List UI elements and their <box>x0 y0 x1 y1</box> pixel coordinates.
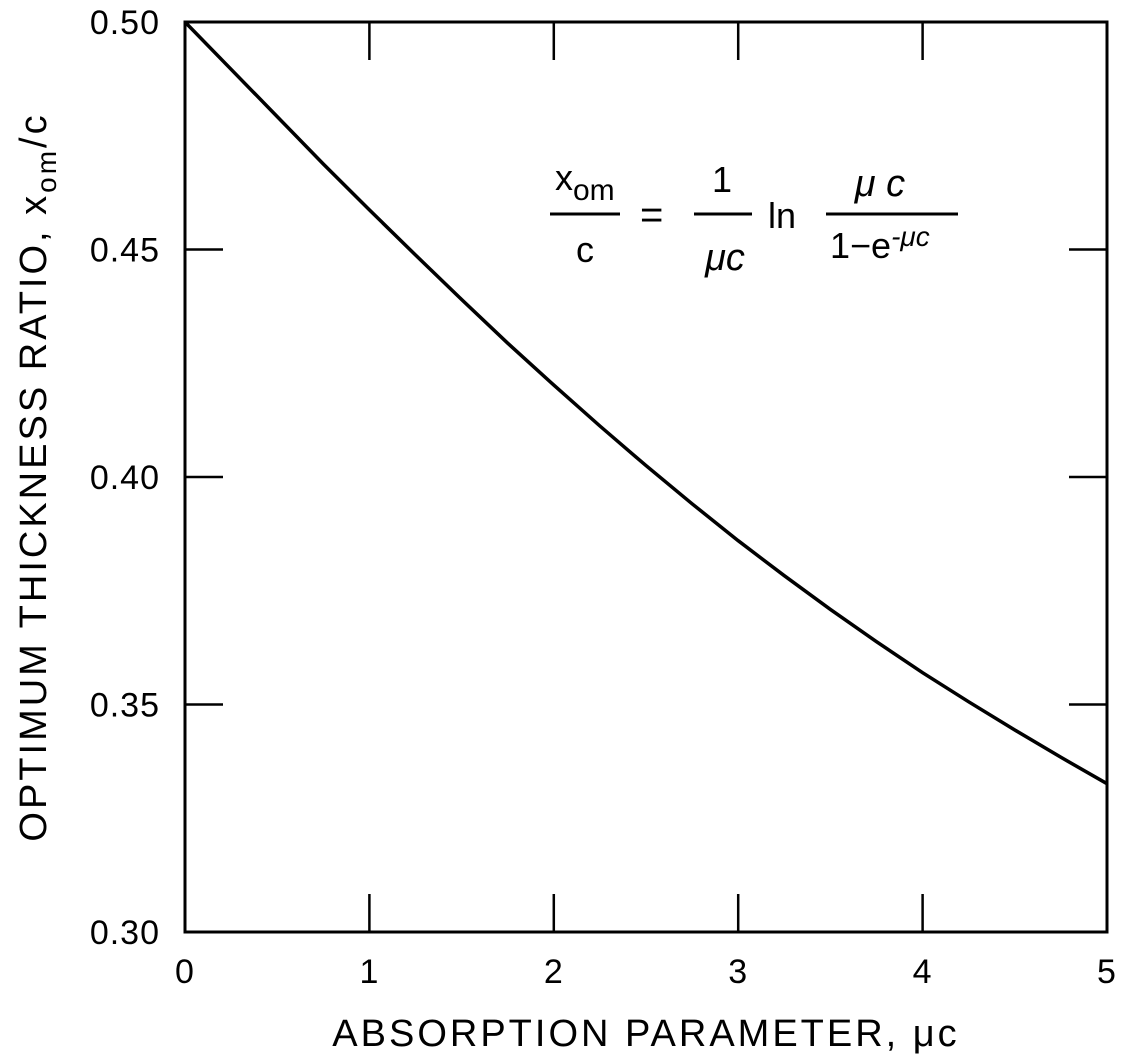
formula-frac2-den: 1−e <box>830 225 891 266</box>
formula-lhs-num-sub: om <box>573 174 615 207</box>
formula-lhs-den: c <box>576 229 594 270</box>
y-tick-label: 0.35 <box>90 687 160 725</box>
y-axis-label-suffix: /c <box>13 112 55 148</box>
y-tick-label: 0.40 <box>90 459 160 497</box>
svg-text:xom: xom <box>555 157 615 207</box>
formula-lhs-num: x <box>555 157 573 198</box>
formula-rhs-num: 1 <box>712 159 732 200</box>
x-tick-label: 2 <box>544 953 564 991</box>
y-tick-label: 0.30 <box>90 914 160 952</box>
ticks <box>185 22 1107 932</box>
x-tick-label: 4 <box>913 953 933 991</box>
y-tick-label: 0.50 <box>90 4 160 42</box>
x-tick-label: 0 <box>175 953 195 991</box>
svg-text:1−e-μc: 1−e-μc <box>830 221 930 266</box>
plot-frame <box>183 20 1109 934</box>
svg-text:OPTIMUM THICKNESS RATIO, xom: OPTIMUM THICKNESS RATIO, xom/c <box>13 112 62 841</box>
x-tick-label: 1 <box>359 953 379 991</box>
x-tick-label: 3 <box>728 953 748 991</box>
series-line <box>183 20 1108 786</box>
tick-labels: 0 1 2 3 4 5 0.30 0.35 0.40 0.45 0.50 <box>90 4 1117 991</box>
formula-ln: ln <box>768 195 796 236</box>
y-axis-label-subscript: om <box>31 148 62 193</box>
formula-annotation: xom c = 1 μc ln μ c 1−e-μc <box>550 157 958 279</box>
x-axis-label: ABSORPTION PARAMETER, μc <box>332 1013 959 1055</box>
formula-rhs-den: μc <box>704 237 745 279</box>
y-axis-label-main: OPTIMUM THICKNESS RATIO, x <box>13 193 55 842</box>
x-tick-label: 5 <box>1097 953 1117 991</box>
formula-equals: = <box>640 193 663 237</box>
formula-frac2-num: μ c <box>854 163 905 205</box>
y-tick-label: 0.45 <box>90 232 160 270</box>
y-axis-label: OPTIMUM THICKNESS RATIO, xom/c <box>13 112 62 841</box>
formula-frac2-den-sup: -μc <box>891 221 930 252</box>
